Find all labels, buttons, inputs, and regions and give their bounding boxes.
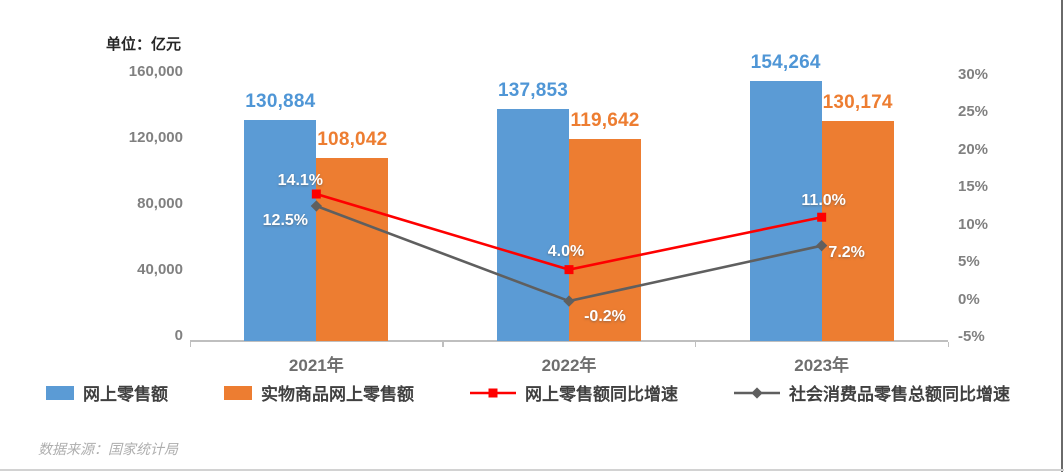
bar-网上零售额 bbox=[244, 120, 317, 341]
legend: 网上零售额 实物商品网上零售额 网上零售额同比增速 社会消费品零售总额同比增速 bbox=[0, 380, 1056, 405]
bottom-divider-line bbox=[0, 469, 1064, 471]
x-axis-tick bbox=[189, 342, 191, 347]
legend-label: 网上零售额 bbox=[83, 385, 168, 404]
data-source-note: 数据来源：国家统计局 bbox=[38, 441, 178, 457]
x-axis-tick bbox=[947, 342, 949, 347]
legend-swatch-icon bbox=[46, 385, 74, 400]
y-axis-left-tick-label: 80,000 bbox=[137, 195, 183, 212]
y-axis-right-tick-label: 25% bbox=[958, 103, 989, 121]
bar-网上零售额 bbox=[497, 108, 569, 341]
line-point-label: 4.0% bbox=[547, 242, 585, 260]
x-axis-label-2022年: 2022年 bbox=[541, 356, 597, 375]
bar-value-label: 130,884 bbox=[245, 91, 316, 113]
y-axis-left-tick-label: 160,000 bbox=[128, 63, 183, 80]
y-axis-right-tick-label: 10% bbox=[958, 215, 989, 233]
x-axis-label-2023年: 2023年 bbox=[794, 356, 850, 375]
line-point-label: 11.0% bbox=[801, 192, 846, 210]
line-point-label: -0.2% bbox=[584, 308, 626, 326]
bar-网上零售额 bbox=[749, 81, 822, 341]
legend-item: 网上零售额同比增速 bbox=[470, 380, 678, 405]
legend-line-marker-icon bbox=[734, 386, 780, 399]
axis-unit-label: 单位：亿元 bbox=[106, 36, 182, 53]
line-point-label: 7.2% bbox=[828, 243, 865, 261]
legend-swatch-icon bbox=[224, 385, 252, 400]
x-axis-line bbox=[190, 340, 948, 342]
x-axis-tick bbox=[694, 342, 697, 347]
y-axis-right-tick-label: -5% bbox=[958, 328, 985, 345]
bar-value-label: 119,642 bbox=[570, 109, 640, 131]
legend-item: 社会消费品零售总额同比增速 bbox=[734, 380, 1010, 405]
legend-label: 社会消费品零售总额同比增速 bbox=[789, 385, 1010, 404]
y-axis-right-tick-label: 20% bbox=[958, 140, 989, 158]
x-axis-tick bbox=[442, 342, 444, 347]
y-axis-right-tick-label: 5% bbox=[958, 253, 980, 271]
y-axis-right-tick-label: 0% bbox=[958, 290, 980, 308]
bar-value-label: 108,042 bbox=[317, 128, 388, 150]
line-point-label: 12.5% bbox=[262, 211, 309, 229]
y-axis-left-tick-label: 40,000 bbox=[137, 261, 183, 278]
bar-实物商品网上零售额 bbox=[316, 157, 389, 341]
bar-实物商品网上零售额 bbox=[821, 121, 894, 341]
line-point-label: 14.1% bbox=[277, 172, 324, 190]
legend-line-marker-icon bbox=[470, 388, 516, 397]
y-axis-right-tick-label: 15% bbox=[958, 178, 989, 196]
x-axis-label-2021年: 2021年 bbox=[288, 356, 344, 375]
y-axis-left-tick-label: 120,000 bbox=[128, 129, 183, 146]
bar-value-label: 154,264 bbox=[750, 52, 821, 74]
legend-label: 网上零售额同比增速 bbox=[525, 385, 678, 404]
bar-value-label: 137,853 bbox=[497, 79, 569, 101]
legend-item: 网上零售额 bbox=[46, 380, 168, 405]
right-divider-line bbox=[1061, 0, 1063, 472]
legend-label: 实物商品网上零售额 bbox=[261, 385, 414, 404]
legend-item: 实物商品网上零售额 bbox=[224, 380, 414, 405]
y-axis-left-tick-label: 0 bbox=[174, 327, 183, 344]
y-axis-right-tick-label: 30% bbox=[958, 65, 989, 83]
bar-value-label: 130,174 bbox=[822, 92, 893, 114]
